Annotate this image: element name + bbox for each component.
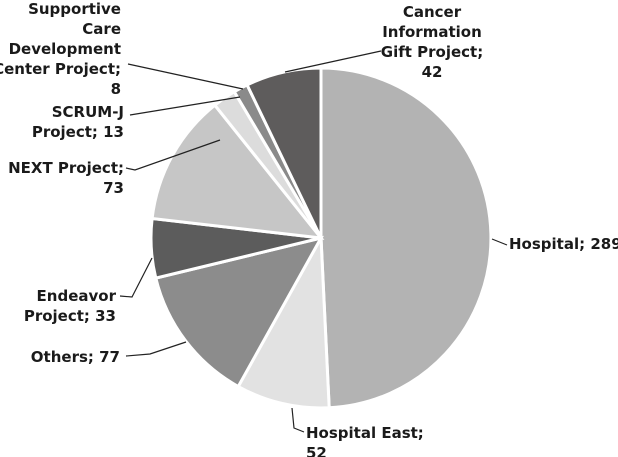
slice-label-supportive-care-development-center-project: Supportive Care Development Center Project;… xyxy=(0,0,121,98)
slice-label-scrum-j-project: SCRUM-J Project; 13 xyxy=(32,103,124,141)
pie-slice-others xyxy=(153,235,324,389)
slice-label-line: NEXT Project; xyxy=(8,159,124,177)
slice-label-line: Endeavor xyxy=(37,287,117,305)
slice-label-line: Care xyxy=(82,20,121,38)
slice-label-line: Hospital; 289 xyxy=(509,235,618,253)
slice-label-line: Others; 77 xyxy=(31,348,120,366)
slice-label-line: Development xyxy=(9,40,121,58)
slice-label-line: Center Project; xyxy=(0,60,121,78)
slice-label-line: Hospital East; xyxy=(306,424,424,442)
pie-slice-hospital-east xyxy=(236,232,331,410)
leader-line-others xyxy=(125,341,187,357)
pie-slice-hospital xyxy=(319,66,493,410)
slice-label-next-project: NEXT Project; 73 xyxy=(8,159,124,197)
slice-label-hospital-east: Hospital East; 52 xyxy=(306,424,424,457)
leader-line-supportive-care-development-center-project xyxy=(127,63,244,90)
slice-label-line: Gift Project; xyxy=(381,43,483,61)
slice-label-cancer-information-gift-project: Cancer Information Gift Project; 42 xyxy=(381,3,483,81)
slice-label-line: Supportive xyxy=(28,0,121,18)
slice-label-line: Information xyxy=(382,23,482,41)
slice-label-line: Project; 13 xyxy=(32,123,124,141)
slice-label-hospital: Hospital; 289 xyxy=(509,235,618,253)
slice-label-others: Others; 77 xyxy=(31,348,120,366)
leader-line-cancer-information-gift-project xyxy=(284,50,382,73)
leader-lines xyxy=(119,50,508,433)
leader-line-endeavor-project xyxy=(119,257,153,298)
leader-line-scrum-j-project xyxy=(129,96,241,116)
slice-label-line: Project; 33 xyxy=(24,307,116,325)
leader-line-hospital xyxy=(491,238,508,246)
slice-label-line: 42 xyxy=(422,63,443,81)
pie-slice-cancer-information-gift-project xyxy=(245,66,323,239)
pie-slice-next-project xyxy=(150,103,325,240)
slice-label-line: Cancer xyxy=(403,3,462,21)
slice-label-line: 52 xyxy=(306,444,327,457)
leader-line-hospital-east xyxy=(291,407,305,433)
leader-line-next-project xyxy=(125,139,221,171)
pie-slices xyxy=(149,66,493,410)
slice-label-endeavor-project: Endeavor Project; 33 xyxy=(24,287,117,325)
slice-label-line: 8 xyxy=(111,80,121,98)
slice-label-line: SCRUM-J xyxy=(52,103,124,121)
slice-label-line: 73 xyxy=(103,179,124,197)
